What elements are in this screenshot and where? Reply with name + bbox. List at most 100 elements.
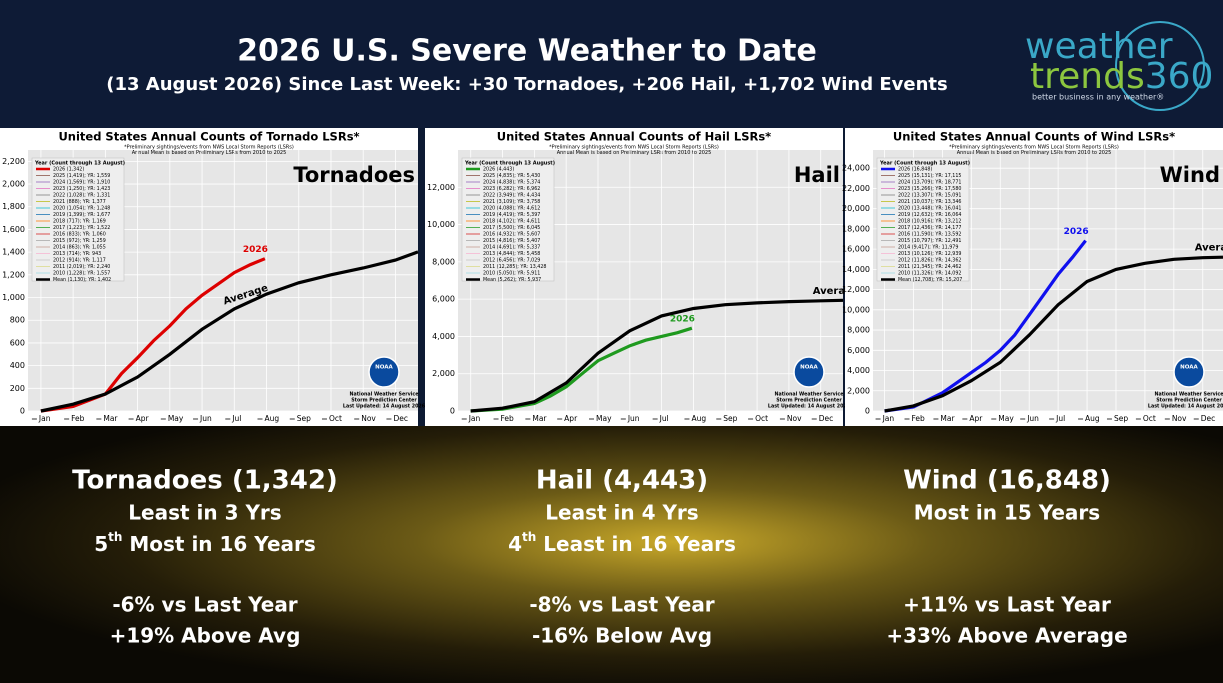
series-line bbox=[470, 298, 844, 413]
legend-label: 2016 (4,932); YR: 5,607 bbox=[483, 232, 540, 238]
legend-label: 2015 (10,797); YR: 12,491 bbox=[898, 238, 961, 244]
annotation: 2026 bbox=[1064, 227, 1089, 237]
x-tick-label: Jan bbox=[882, 414, 895, 423]
logo-ring bbox=[1115, 21, 1205, 111]
y-tick-label: 800 bbox=[10, 316, 25, 325]
y-tick-label: 12,000 bbox=[427, 183, 455, 192]
credit: National Weather Service bbox=[1155, 392, 1223, 398]
legend-title: Year (Count through 13 August) bbox=[464, 161, 555, 167]
x-tick-label: Jul bbox=[659, 414, 669, 423]
y-tick-label: 6,000 bbox=[432, 295, 455, 304]
y-tick-label: 0 bbox=[450, 407, 455, 416]
chart-label: Wind bbox=[1160, 163, 1220, 187]
chart-label: Hail bbox=[794, 163, 840, 187]
chart-title: United States Annual Counts of Tornado L… bbox=[58, 130, 359, 144]
chart: United States Annual Counts of Wind LSRs… bbox=[842, 128, 1223, 426]
x-tick-label: Nov bbox=[1172, 414, 1187, 423]
y-tick-label: 2,000 bbox=[847, 386, 870, 395]
legend-label: 2010 (1,228); YR: 1,557 bbox=[53, 271, 110, 277]
legend-label: 2020 (1,054); YR: 1,248 bbox=[53, 206, 110, 212]
x-tick-label: Sep bbox=[1114, 414, 1128, 423]
x-tick-label: Feb bbox=[501, 414, 515, 423]
x-tick-label: Sep bbox=[297, 414, 311, 423]
summary-sup: th bbox=[522, 530, 536, 544]
legend-label: 2010 (11,326); YR: 14,092 bbox=[898, 271, 961, 277]
x-tick-label: Jan bbox=[38, 414, 51, 423]
y-tick-label: 400 bbox=[10, 361, 25, 370]
y-tick-label: 6,000 bbox=[847, 346, 870, 355]
legend-label: 2013 (714); YR: 943 bbox=[53, 251, 101, 257]
series-line bbox=[884, 239, 1087, 413]
legend-label: Mean (5,262); YR: 5,937 bbox=[483, 277, 541, 283]
legend-title: Year (Count through 13 August) bbox=[34, 161, 125, 167]
logo-word: trends360 bbox=[1030, 56, 1213, 97]
legend-label: 2018 (10,916); YR: 13,212 bbox=[898, 219, 961, 225]
x-tick-label: Oct bbox=[329, 414, 342, 423]
x-tick-label: May bbox=[596, 414, 612, 423]
noaa-logo bbox=[1173, 356, 1205, 388]
y-tick-label: 10,000 bbox=[427, 220, 455, 229]
chart-title: United States Annual Counts of Hail LSRs… bbox=[497, 130, 771, 144]
x-tick-label: Nov bbox=[361, 414, 376, 423]
y-tick-label: 22,000 bbox=[842, 184, 870, 193]
chart-note: *Preliminary sightings/events from NWS L… bbox=[124, 145, 294, 151]
annotation: Average bbox=[1195, 243, 1223, 254]
legend-label: 2015 (4,816); YR: 5,407 bbox=[483, 238, 540, 244]
x-tick-label: Mar bbox=[103, 414, 118, 423]
y-tick-label: 2,000 bbox=[2, 180, 25, 189]
summary-change: +33% Above Average bbox=[886, 624, 1127, 648]
noaa-logo-text: NOAA bbox=[1180, 365, 1198, 371]
y-tick-label: 24,000 bbox=[842, 164, 870, 173]
y-tick-label: 10,000 bbox=[842, 305, 870, 314]
legend-label: 2020 (13,448); YR: 16,041 bbox=[898, 206, 961, 212]
summary-change: +11% vs Last Year bbox=[903, 593, 1111, 617]
logo-word: weather bbox=[1025, 26, 1173, 67]
legend-label: 2017 (5,500); YR: 6,045 bbox=[483, 225, 540, 231]
credit: National Weather Service bbox=[775, 392, 845, 398]
chart-note: *Preliminary sightings/events from NWS L… bbox=[949, 145, 1119, 151]
y-tick-label: 16,000 bbox=[842, 245, 870, 254]
legend-label: 2019 (1,399); YR: 1,677 bbox=[53, 212, 110, 218]
x-tick-label: Jan bbox=[468, 414, 481, 423]
summary-line: 4th Least in 16 Years bbox=[508, 530, 736, 556]
legend-label: 2010 (5,050); YR: 5,911 bbox=[483, 271, 540, 277]
x-tick-label: Apr bbox=[136, 414, 150, 423]
legend-title: Year (Count through 13 August) bbox=[879, 161, 970, 167]
x-tick-label: Jun bbox=[1026, 414, 1039, 423]
y-tick-label: 18,000 bbox=[842, 224, 870, 233]
legend-label: 2020 (4,088); YR: 4,612 bbox=[483, 206, 540, 212]
summary-change: +19% Above Avg bbox=[110, 624, 301, 648]
legend-label: 2018 (717); YR: 1,169 bbox=[53, 219, 106, 225]
credit: Storm Prediction Center bbox=[776, 398, 842, 404]
legend-box bbox=[461, 157, 555, 282]
legend-label: 2014 (9,417); YR: 11,979 bbox=[898, 245, 958, 251]
legend-label: 2019 (4,419); YR: 5,397 bbox=[483, 212, 540, 218]
legend-box bbox=[876, 157, 970, 282]
x-tick-label: Nov bbox=[787, 414, 802, 423]
x-tick-label: Feb bbox=[71, 414, 85, 423]
y-tick-label: 200 bbox=[10, 384, 25, 393]
x-tick-label: Jul bbox=[231, 414, 241, 423]
y-tick-label: 12,000 bbox=[842, 285, 870, 294]
y-tick-label: 2,000 bbox=[432, 369, 455, 378]
logo: weather trends360 better business in any… bbox=[1025, 21, 1213, 111]
legend-label: 2011 (21,345); YR: 24,462 bbox=[898, 264, 961, 270]
summary-line: Most in 15 Years bbox=[914, 501, 1100, 525]
legend-label: 2012 (914); YR: 1,117 bbox=[53, 258, 106, 264]
legend-label: 2019 (12,632); YR: 16,064 bbox=[898, 212, 961, 218]
legend-label: 2026 (4,443) bbox=[483, 167, 514, 173]
summary-part: Most in 16 Years bbox=[122, 532, 315, 556]
legend-label: 2026 (16,848) bbox=[898, 167, 932, 173]
legend-label: 2011 (2,019); YR: 2,240 bbox=[53, 264, 110, 270]
summary-line: 5th Most in 16 Years bbox=[94, 530, 316, 556]
legend-label: 2012 (11,826); YR: 14,362 bbox=[898, 258, 961, 264]
summary-line: Least in 3 Yrs bbox=[128, 501, 281, 525]
legend-label: 2017 (12,436); YR: 14,177 bbox=[898, 225, 961, 231]
page-subtitle: (13 August 2026) Since Last Week: +30 To… bbox=[106, 74, 948, 95]
summary-change: -8% vs Last Year bbox=[529, 593, 714, 617]
y-tick-label: 1,200 bbox=[2, 270, 25, 279]
series-line bbox=[884, 255, 1223, 413]
credit: Last Updated: 14 August 2026 bbox=[1148, 404, 1223, 410]
